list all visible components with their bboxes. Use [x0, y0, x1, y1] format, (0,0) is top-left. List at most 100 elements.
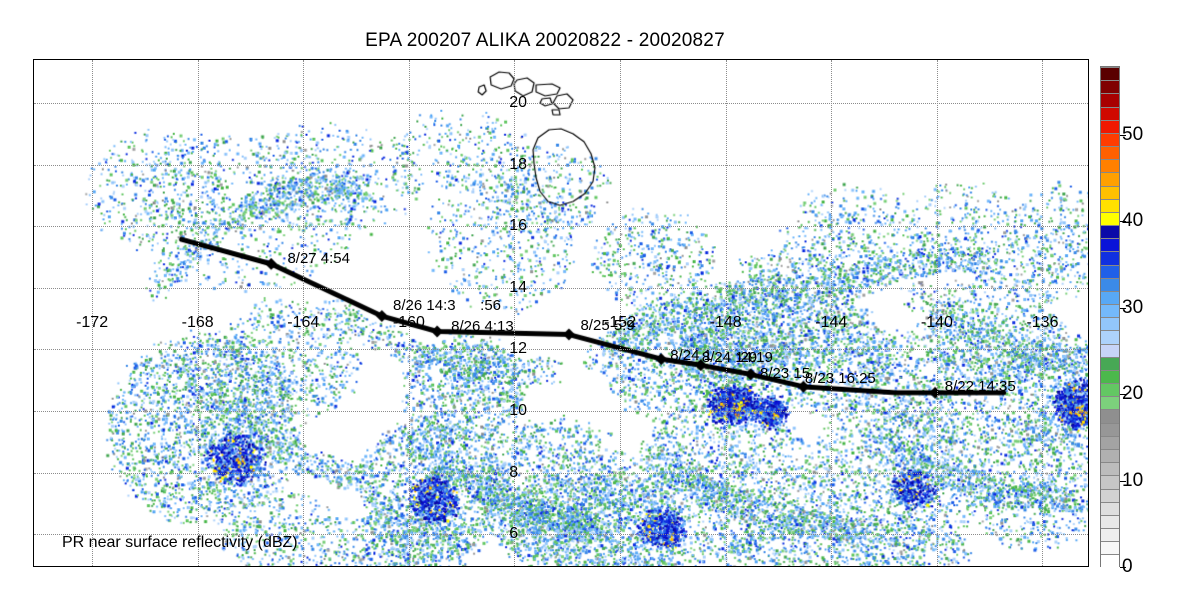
colorbar-tick-label: 10: [1122, 469, 1144, 491]
colorbar-band: [1101, 554, 1119, 568]
gridline-horizontal: [34, 287, 1088, 289]
colorbar-band: [1101, 304, 1119, 318]
colorbar-band: [1101, 277, 1119, 291]
gridline-vertical: [936, 60, 938, 566]
gridline-horizontal: [34, 472, 1088, 474]
x-axis-tick-label: -160: [392, 313, 425, 331]
colorbar-band: [1101, 146, 1119, 160]
colorbar-band: [1101, 488, 1119, 502]
colorbar-band: [1101, 225, 1119, 239]
colorbar-tick-mark: [1120, 221, 1126, 223]
x-axis-tick-label: -140: [920, 313, 953, 331]
colorbar-band: [1101, 290, 1119, 305]
colorbar-band: [1101, 159, 1119, 173]
colorbar-band: [1101, 448, 1119, 463]
gridline-horizontal: [34, 103, 1088, 105]
y-axis-tick-label: 12: [509, 340, 527, 358]
colorbar-tick-mark: [1120, 307, 1126, 309]
colorbar-band: [1101, 409, 1119, 423]
gridline-vertical: [725, 60, 727, 566]
colorbar-tick-label: 40: [1122, 210, 1144, 232]
track-point-label: 8/25 5:9: [580, 317, 635, 335]
track-point-label: 8/23 15: [760, 365, 811, 383]
gridline-horizontal: [34, 226, 1088, 228]
colorbar-caption: PR near surface reflectivity (dBZ): [62, 534, 298, 551]
track-point-label: 8/26 4:13: [451, 318, 514, 336]
x-axis-tick-label: -136: [1026, 313, 1059, 331]
gridline-vertical: [831, 60, 833, 566]
colorbar-band: [1101, 501, 1119, 515]
y-axis-tick-label: 14: [509, 278, 527, 296]
colorbar-band: [1101, 396, 1119, 410]
gridline-vertical: [1042, 60, 1044, 566]
page-title: EPA 200207 ALIKA 20020822 - 20020827: [365, 30, 725, 51]
colorbar-band: [1101, 67, 1119, 81]
colorbar-band: [1101, 475, 1119, 489]
colorbar-band: [1101, 317, 1119, 331]
y-axis-tick-label: 6: [509, 525, 519, 543]
y-axis-tick-label: 20: [509, 94, 527, 112]
plot-area: -172 -168 -164 -160 -152 -148 -144 -140 -136 6 8 10…: [33, 59, 1089, 567]
colorbar-band: [1101, 198, 1119, 212]
track-point-label: 8/27 4:54: [287, 249, 350, 267]
colorbar-band: [1101, 462, 1119, 476]
y-axis-tick-label: 18: [509, 155, 527, 173]
gridline-horizontal: [34, 349, 1088, 351]
gridline-vertical: [92, 60, 94, 566]
gridline-vertical: [303, 60, 305, 566]
x-axis-tick-label: -152: [604, 313, 637, 331]
colorbar-tick-label: 50: [1122, 124, 1144, 146]
colorbar-band: [1101, 343, 1119, 357]
colorbar-band: [1101, 238, 1119, 252]
gridline-vertical: [620, 60, 622, 566]
colorbar-band: [1101, 264, 1119, 278]
track-point-label: :29: [736, 349, 758, 367]
colorbar-tick-mark: [1120, 567, 1126, 568]
colorbar-band: [1101, 93, 1119, 107]
track-point-label: :56: [480, 297, 502, 315]
colorbar: [1100, 66, 1120, 568]
colorbar-band: [1101, 119, 1119, 133]
gridline-vertical: [514, 60, 516, 566]
track-point-label: 8/26 14:3: [393, 297, 456, 315]
colorbar-band: [1101, 541, 1119, 555]
colorbar-band: [1101, 80, 1119, 94]
colorbar-band: [1101, 435, 1119, 449]
colorbar-tick-label: 30: [1122, 296, 1144, 318]
track-point-label: 8/22 14:35: [944, 377, 1016, 395]
track-point-label: 8/23 16:25: [804, 369, 876, 387]
colorbar-band: [1101, 369, 1119, 384]
colorbar-band: [1101, 251, 1119, 265]
x-axis-tick-label: -168: [181, 313, 214, 331]
colorbar-band: [1101, 106, 1119, 120]
gridline-horizontal: [34, 410, 1088, 412]
x-axis-tick-label: -172: [76, 313, 109, 331]
colorbar-container: 0 10 20 30 40 50: [1100, 66, 1143, 577]
colorbar-band: [1101, 330, 1119, 344]
gridline-horizontal: [34, 164, 1088, 166]
colorbar-band: [1101, 514, 1119, 529]
y-axis-tick-label: 8: [509, 463, 519, 481]
gridline-horizontal: [34, 534, 1088, 536]
colorbar-band: [1101, 132, 1119, 147]
colorbar-band: [1101, 172, 1119, 186]
colorbar-tick-label: 0: [1122, 556, 1133, 577]
x-axis-tick-label: -164: [287, 313, 320, 331]
colorbar-tick-mark: [1120, 480, 1126, 482]
colorbar-band: [1101, 528, 1119, 542]
gridline-vertical: [197, 60, 199, 566]
colorbar-band: [1101, 383, 1119, 397]
reflectivity-map-canvas: [34, 60, 1088, 566]
colorbar-band: [1101, 185, 1119, 199]
y-axis-tick-label: 16: [509, 217, 527, 235]
colorbar-band: [1101, 356, 1119, 370]
colorbar-tick-label: 20: [1122, 383, 1144, 405]
colorbar-band: [1101, 422, 1119, 436]
track-point-label: 8/24 1: [670, 347, 712, 365]
y-axis-tick-label: 10: [509, 401, 527, 419]
x-axis-tick-label: -148: [709, 313, 742, 331]
colorbar-tick-mark: [1120, 135, 1126, 137]
x-axis-tick-label: -144: [815, 313, 848, 331]
colorbar-band: [1101, 211, 1119, 226]
gridline-vertical: [408, 60, 410, 566]
